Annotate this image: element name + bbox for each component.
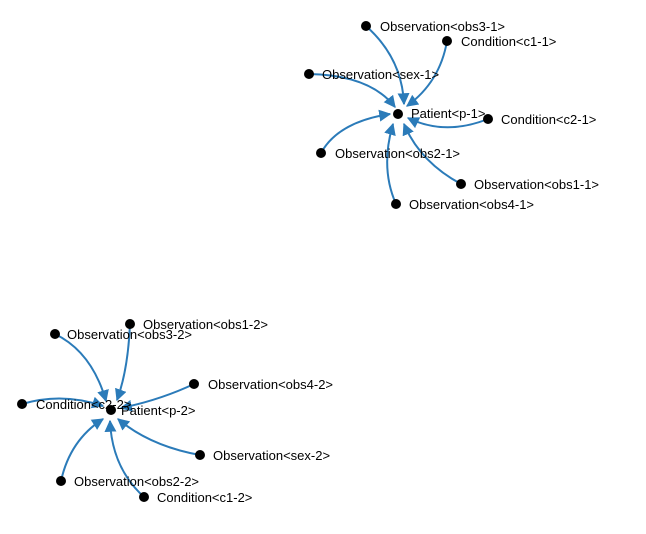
edge-obs4-2-to-p-2 [119,383,195,412]
cluster-patient-p-1: Patient<p-1> Observation<obs3-1> Conditi… [304,19,599,212]
node-label: Observation<obs4-2> [208,377,333,392]
node-label: Observation<obs1-1> [474,177,599,192]
node-obs2-2[interactable]: Observation<obs2-2> [56,474,199,489]
node-sex-2[interactable]: Observation<sex-2> [195,448,330,463]
node-dot [139,492,149,502]
edge-c2-1-to-p-1 [406,117,489,129]
node-dot [456,179,466,189]
node-label: Observation<obs1-2> [143,317,268,332]
node-label: Observation<sex-2> [213,448,330,463]
node-label: Observation<sex-1> [322,67,439,82]
node-obs2-1[interactable]: Observation<obs2-1> [316,146,460,161]
node-dot [56,476,66,486]
node-patient-p-2[interactable]: Patient<p-2> [106,403,195,418]
node-dot [189,379,199,389]
node-label: Patient<p-1> [411,106,485,121]
node-label: Observation<obs2-2> [74,474,199,489]
edge-c2-2-to-p-2 [21,396,105,409]
node-c2-1[interactable]: Condition<c2-1> [483,112,596,127]
node-obs1-1[interactable]: Observation<obs1-1> [456,177,599,192]
node-dot [442,36,452,46]
node-label: Observation<obs4-1> [409,197,534,212]
node-dot [125,319,135,329]
node-dot [393,109,403,119]
edge-obs2-1-to-p-1 [320,109,392,154]
node-obs3-1[interactable]: Observation<obs3-1> [361,19,505,34]
node-label: Condition<c2-1> [501,112,596,127]
node-c2-2[interactable]: Condition<c2-2> [17,397,131,412]
edge-obs1-1-to-p-1 [402,122,462,185]
node-obs4-2[interactable]: Observation<obs4-2> [189,377,333,392]
node-c1-1[interactable]: Condition<c1-1> [442,34,556,49]
node-label: Condition<c2-2> [36,397,131,412]
edge-c1-1-to-p-1 [406,40,448,107]
node-c1-2[interactable]: Condition<c1-2> [139,490,252,505]
edge-obs3-1-to-p-1 [365,25,410,106]
node-dot [50,329,60,339]
cluster-patient-p-2: Patient<p-2> Observation<obs1-2> Observa… [17,317,333,505]
node-patient-p-1[interactable]: Patient<p-1> [393,106,485,121]
node-dot [361,21,371,31]
node-dot [483,114,493,124]
node-label: Observation<obs2-1> [335,146,460,161]
node-obs1-2[interactable]: Observation<obs1-2> [125,317,268,332]
node-dot [17,399,27,409]
node-obs3-2[interactable]: Observation<obs3-2> [50,327,192,342]
edge-sex-2-to-p-2 [117,418,201,456]
edge-sex-1-to-p-1 [308,73,396,108]
node-obs4-1[interactable]: Observation<obs4-1> [391,197,534,212]
node-label: Observation<obs3-1> [380,19,505,34]
edge-obs3-2-to-p-2 [54,333,109,403]
node-sex-1[interactable]: Observation<sex-1> [304,67,439,82]
node-dot [106,405,116,415]
node-dot [316,148,326,158]
edge-c1-2-to-p-2 [104,419,145,498]
node-dot [304,69,314,79]
node-label: Observation<obs3-2> [67,327,192,342]
node-label: Condition<c1-2> [157,490,252,505]
node-dot [195,450,205,460]
node-dot [391,199,401,209]
node-label: Patient<p-2> [121,403,195,418]
edge-obs4-1-to-p-1 [384,122,397,205]
node-label: Condition<c1-1> [461,34,556,49]
edge-obs1-2-to-p-2 [115,323,131,402]
edge-obs2-2-to-p-2 [60,418,105,482]
